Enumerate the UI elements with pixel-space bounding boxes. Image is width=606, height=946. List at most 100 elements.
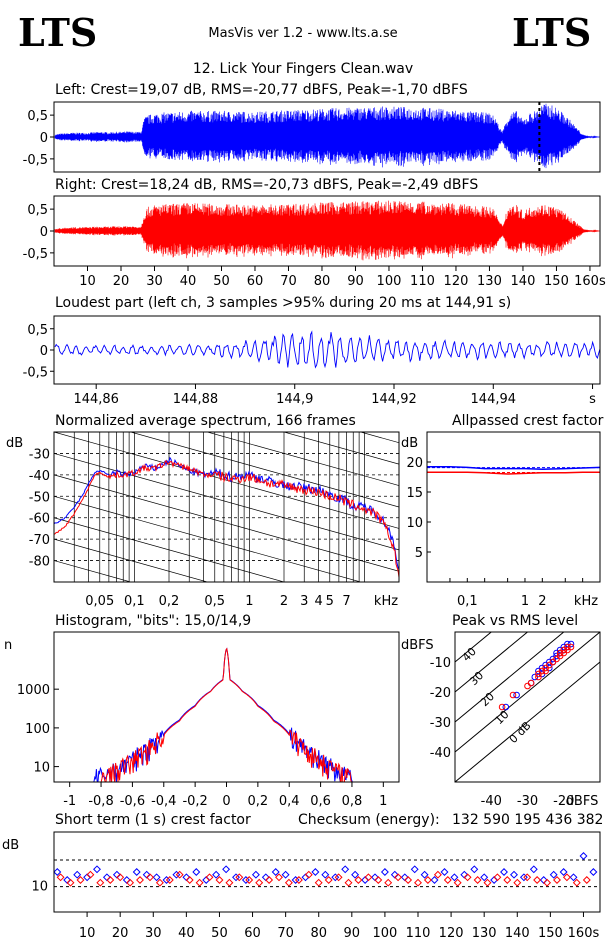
short-crest-point-right bbox=[503, 876, 512, 884]
histogram-line-right bbox=[54, 647, 399, 783]
spectrum-slope-15 bbox=[282, 432, 399, 465]
histogram-x-label-10: 1 bbox=[379, 794, 387, 809]
short-crest-point-right bbox=[344, 878, 353, 887]
short-crest-point-right bbox=[364, 873, 373, 882]
short-crest-x-label-2: 30 bbox=[145, 926, 162, 941]
spectrum-x-label-3: 0,5 bbox=[204, 594, 225, 609]
histogram-x-label-3: -0,4 bbox=[151, 794, 176, 809]
spectrum-y-label-4: -70 bbox=[29, 533, 50, 548]
short-crest-point-right bbox=[314, 878, 323, 887]
short-crest-point-left bbox=[341, 865, 350, 874]
track-title: 12. Lick Your Fingers Clean.wav bbox=[192, 61, 414, 77]
crest-diagonal-2 bbox=[455, 632, 565, 723]
short-crest-point-left bbox=[321, 870, 330, 879]
peak-rms-point-right bbox=[564, 643, 571, 651]
short-crest-point-right bbox=[473, 876, 482, 884]
spectrum-slope-12 bbox=[54, 432, 399, 529]
short-crest-x-label-15: 160s bbox=[568, 926, 600, 941]
y-tick-label-right-1: 0 bbox=[40, 225, 48, 240]
short-crest-point-right bbox=[334, 873, 343, 882]
spectrum-x-label-5: 2 bbox=[280, 594, 288, 609]
allpassed-x-label-1: 1 bbox=[521, 594, 529, 609]
spectrum-line-right bbox=[53, 459, 400, 578]
loudest-waveform bbox=[54, 330, 601, 369]
loudest-part-title: Loudest part (left ch, 3 samples >95% du… bbox=[55, 295, 512, 311]
time-tick-label-8: 90 bbox=[347, 274, 364, 289]
allpassed-y-label-2: 10 bbox=[406, 516, 423, 531]
short-crest-point-left bbox=[93, 865, 101, 874]
histogram-x-label-0: -1 bbox=[63, 794, 76, 809]
spectrum-x-label-7: 4 bbox=[314, 594, 322, 609]
crest-line-right bbox=[427, 471, 600, 475]
short-crest-point-right bbox=[225, 878, 234, 887]
peak-rms-x-label-0: -40 bbox=[481, 794, 502, 809]
short-crest-point-right bbox=[453, 878, 462, 887]
histogram-line-left bbox=[54, 647, 399, 783]
peak-rms-x-label-2: -20 bbox=[553, 794, 574, 809]
y-tick-label-right-0: 0,5 bbox=[27, 203, 48, 218]
time-tick-label-4: 50 bbox=[213, 274, 230, 289]
crest-line-label-4: 0 dB bbox=[507, 719, 534, 746]
short-crest-point-right bbox=[414, 878, 422, 887]
short-crest-point-right bbox=[354, 876, 363, 884]
short-crest-point-left bbox=[351, 870, 360, 879]
allpassed-y-label-0: 20 bbox=[406, 456, 423, 471]
short-crest-point-right bbox=[483, 878, 492, 887]
short-crest-point-left bbox=[549, 870, 558, 879]
allpassed-x-label-3: kHz bbox=[574, 594, 598, 609]
short-crest-point-right bbox=[146, 873, 154, 882]
histogram-ylabel: n bbox=[4, 638, 12, 653]
time-tick-label-12: 130 bbox=[477, 274, 502, 289]
short-crest-point-right bbox=[76, 876, 85, 884]
short-crest-point-right bbox=[195, 878, 204, 887]
logo-left: LTS bbox=[18, 10, 98, 55]
short-crest-point-right bbox=[533, 876, 542, 884]
short-crest-point-left bbox=[281, 870, 290, 879]
loudest-y-label-0: 0,5 bbox=[27, 323, 48, 338]
loudest-x-label-0: 144,86 bbox=[73, 392, 119, 407]
short-crest-point-right bbox=[562, 873, 571, 882]
short-crest-point-left bbox=[559, 868, 568, 876]
short-crest-point-left bbox=[132, 868, 141, 876]
peak-rms-point-right bbox=[542, 667, 549, 675]
short-crest-point-right bbox=[523, 873, 532, 882]
short-crest-x-label-11: 120 bbox=[439, 926, 464, 941]
spectrum-x-label-6: 3 bbox=[300, 594, 308, 609]
peak-rms-point-right bbox=[524, 682, 531, 690]
loudest-x-label-5: s bbox=[589, 392, 596, 407]
spectrum-slope-3 bbox=[54, 625, 399, 721]
short-crest-point-left bbox=[222, 865, 231, 874]
waveform-left bbox=[54, 103, 600, 169]
spectrum-slope-9 bbox=[54, 495, 362, 582]
logo-right: LTS bbox=[512, 10, 592, 55]
short-crest-point-left bbox=[510, 870, 518, 879]
short-crest-point-left bbox=[410, 865, 419, 874]
spectrum-x-label-10: kHz bbox=[374, 594, 398, 609]
short-crest-point-right bbox=[394, 873, 403, 882]
loudest-y-label-1: 0 bbox=[40, 344, 48, 359]
histogram-y-label-2: 10 bbox=[33, 761, 50, 776]
short-crest-point-right bbox=[284, 878, 293, 887]
spectrum-slope-13 bbox=[129, 432, 399, 508]
short-crest-point-right bbox=[235, 873, 244, 882]
allpassed-title: Allpassed crest factor bbox=[452, 413, 604, 429]
short-crest-x-label-14: 150 bbox=[538, 926, 563, 941]
spectrum-slope-11 bbox=[54, 453, 399, 551]
short-crest-point-right bbox=[294, 876, 303, 884]
allpassed-ylabel: dB bbox=[401, 436, 418, 451]
short-crest-x-label-3: 40 bbox=[178, 926, 195, 941]
allpassed-y-label-1: 15 bbox=[406, 486, 423, 501]
short-crest-point-right bbox=[374, 876, 383, 884]
short-crest-point-right bbox=[136, 876, 144, 884]
short-crest-point-right bbox=[304, 870, 313, 879]
short-crest-point-right bbox=[384, 878, 393, 887]
spectrum-y-label-2: -50 bbox=[29, 490, 50, 505]
short-crest-x-label-9: 100 bbox=[372, 926, 397, 941]
spectrum-x-label-0: 0,05 bbox=[85, 594, 114, 609]
spectrum-y-label-0: -30 bbox=[29, 447, 50, 462]
spectrum-x-label-9: 7 bbox=[342, 594, 350, 609]
short-crest-point-right bbox=[324, 876, 333, 884]
short-crest-x-label-13: 140 bbox=[505, 926, 530, 941]
short-crest-x-label-6: 70 bbox=[277, 926, 294, 941]
